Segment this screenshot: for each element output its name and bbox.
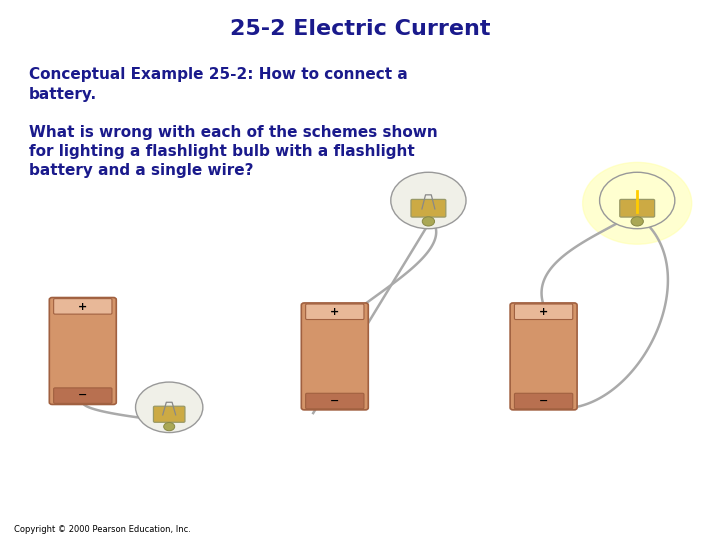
Text: +: + (78, 302, 87, 312)
Text: +: + (539, 307, 548, 318)
Circle shape (391, 172, 466, 229)
FancyBboxPatch shape (153, 406, 185, 422)
FancyBboxPatch shape (411, 199, 446, 217)
Circle shape (582, 163, 692, 244)
FancyBboxPatch shape (54, 388, 112, 403)
Circle shape (600, 172, 675, 229)
FancyBboxPatch shape (620, 199, 654, 217)
FancyBboxPatch shape (302, 303, 369, 410)
Text: Conceptual Example 25-2: How to connect a
battery.

What is wrong with each of t: Conceptual Example 25-2: How to connect … (29, 68, 438, 179)
FancyBboxPatch shape (515, 304, 573, 320)
FancyBboxPatch shape (54, 299, 112, 314)
Text: +: + (330, 307, 339, 318)
Text: −: − (330, 395, 340, 406)
Text: −: − (78, 390, 88, 400)
Circle shape (631, 217, 644, 226)
Text: Copyright © 2000 Pearson Education, Inc.: Copyright © 2000 Pearson Education, Inc. (14, 524, 192, 534)
Circle shape (163, 422, 175, 431)
Circle shape (422, 217, 435, 226)
FancyBboxPatch shape (306, 304, 364, 320)
Text: 25-2 Electric Current: 25-2 Electric Current (230, 19, 490, 39)
FancyBboxPatch shape (50, 298, 117, 404)
FancyBboxPatch shape (510, 303, 577, 410)
Circle shape (135, 382, 203, 433)
FancyBboxPatch shape (515, 393, 573, 409)
FancyBboxPatch shape (306, 393, 364, 409)
Text: −: − (539, 395, 549, 406)
